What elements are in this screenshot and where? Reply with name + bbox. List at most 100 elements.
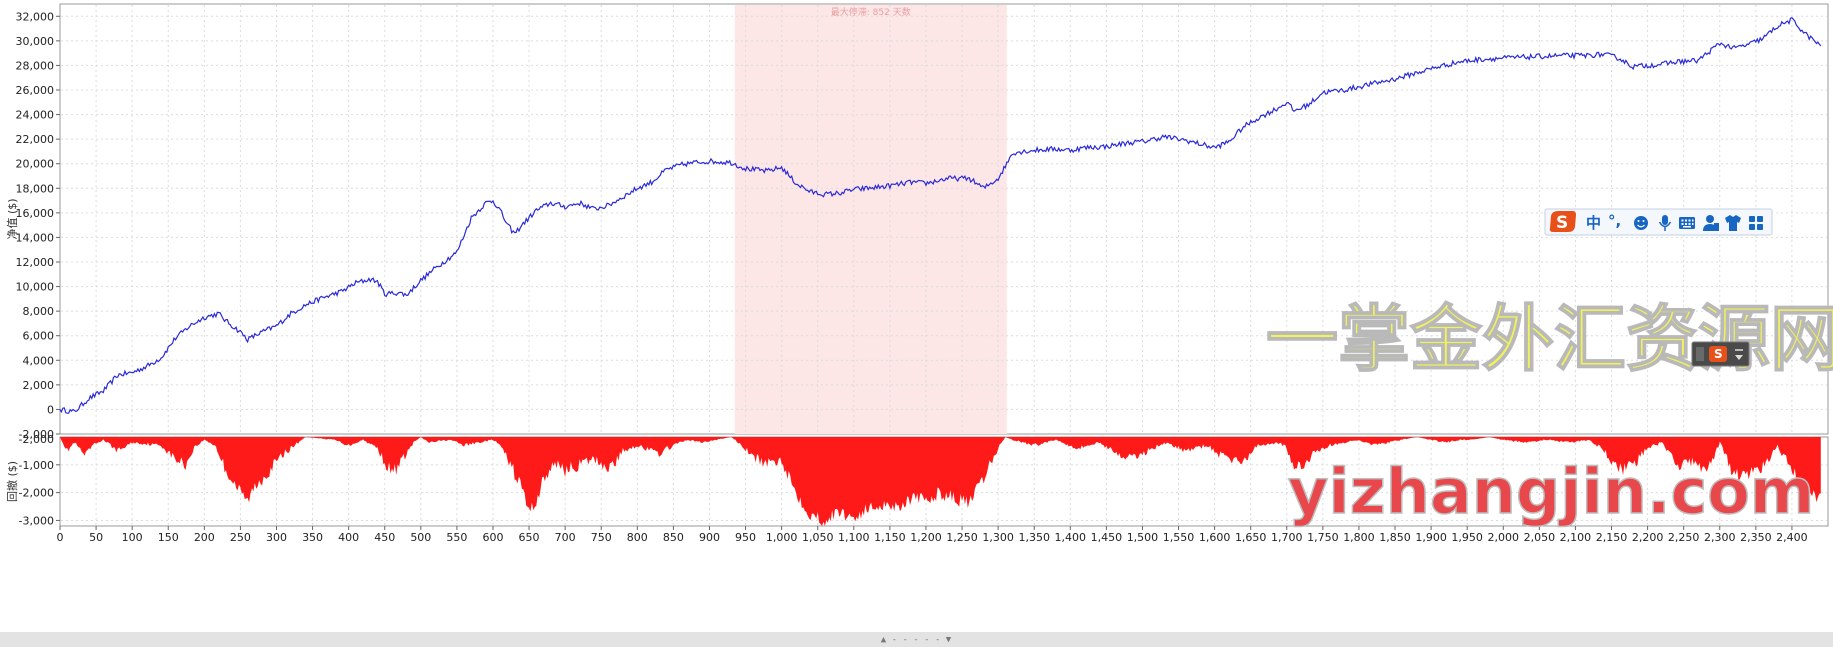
drag-handle-icon[interactable] xyxy=(1696,347,1704,361)
watermark: 一掌金外汇资源网 yizhangjin.com xyxy=(1265,296,1833,529)
x-tick-label: 1,000 xyxy=(766,531,798,544)
equity-y-tick-label: 30,000 xyxy=(16,35,55,48)
equity-panel: 最大停滞: 852 天数 -2,000 0 2,000 4,000 6,000 8,000… xyxy=(5,3,1829,441)
sogou-mini-logo-icon[interactable]: S xyxy=(1709,346,1727,362)
drawdown-panel: -3,000 -2,000 -1,000 -2,000 回撤 ($) 0 50 100 1… xyxy=(5,433,1829,544)
drawdown-y-axis-label: 回撤 ($) xyxy=(5,461,19,502)
drawdown-y-tick-label: -2,000 xyxy=(19,487,54,500)
drawdown-area xyxy=(60,437,1821,526)
sogou-logo-icon[interactable]: S xyxy=(1549,211,1576,233)
x-tick-label: 550 xyxy=(446,531,467,544)
x-tick-label: 1,050 xyxy=(802,531,834,544)
ime-punctuation-mode[interactable]: °, xyxy=(1608,212,1621,230)
drawdown-gridlines xyxy=(61,438,1827,525)
panel-resize-handle[interactable]: ▲ - - - - - ▼ xyxy=(881,635,952,645)
x-tick-label: 400 xyxy=(338,531,359,544)
x-tick-label: 1,700 xyxy=(1271,531,1303,544)
x-tick-label: 1,750 xyxy=(1307,531,1339,544)
x-tick-label: 1,650 xyxy=(1235,531,1267,544)
x-tick-label: 1,450 xyxy=(1091,531,1123,544)
equity-line xyxy=(59,16,1822,414)
equity-y-tick-label: 26,000 xyxy=(16,84,55,97)
equity-y-tick-label: 32,000 xyxy=(16,10,55,23)
x-tick-label: 1,550 xyxy=(1163,531,1195,544)
microphone-icon[interactable] xyxy=(1658,215,1672,231)
x-tick-label: 1,300 xyxy=(982,531,1014,544)
equity-y-ticks: -2,000 0 2,000 4,000 6,000 8,000 10,000 12,000 1… xyxy=(16,10,60,441)
x-tick-label: 750 xyxy=(591,531,612,544)
ime-chinese-mode[interactable]: 中 xyxy=(1586,214,1601,232)
x-tick-label: 650 xyxy=(519,531,540,544)
x-tick-label: 900 xyxy=(699,531,720,544)
equity-y-tick-label: 4,000 xyxy=(23,354,55,367)
x-tick-label: 250 xyxy=(230,531,251,544)
user-icon[interactable] xyxy=(1703,215,1719,231)
x-tick-label: 450 xyxy=(374,531,395,544)
x-tick-label: 1,400 xyxy=(1055,531,1087,544)
ime-toolbar[interactable]: S 中 °, xyxy=(1544,208,1773,236)
equity-y-tick-label: 18,000 xyxy=(16,182,55,195)
status-strip xyxy=(0,632,1833,647)
x-tick-label: 350 xyxy=(302,531,323,544)
equity-y-tick-label: 12,000 xyxy=(16,256,55,269)
drawdown-y-tick-label: -3,000 xyxy=(19,514,54,527)
x-tick-label: 200 xyxy=(194,531,215,544)
max-stagnation-highlight xyxy=(734,5,1007,434)
x-tick-label: 2,150 xyxy=(1596,531,1628,544)
equity-y-tick-label: 10,000 xyxy=(16,281,55,294)
x-tick-label: 700 xyxy=(555,531,576,544)
x-tick-label: 1,900 xyxy=(1415,531,1447,544)
x-tick-label: 2,200 xyxy=(1632,531,1664,544)
x-tick-label: 1,600 xyxy=(1199,531,1231,544)
x-tick-label: 1,100 xyxy=(838,531,870,544)
x-tick-label: 300 xyxy=(266,531,287,544)
x-tick-label: 2,350 xyxy=(1740,531,1772,544)
x-tick-label: 150 xyxy=(158,531,179,544)
drawdown-top-tick-label: -2,000 xyxy=(19,433,54,446)
equity-y-tick-label: 16,000 xyxy=(16,207,55,220)
max-stagnation-label: 最大停滞: 852 天数 xyxy=(831,6,911,18)
equity-y-tick-label: 6,000 xyxy=(23,330,55,343)
x-tick-label: 2,250 xyxy=(1668,531,1700,544)
equity-y-tick-label: 20,000 xyxy=(16,158,55,171)
x-tick-label: 600 xyxy=(482,531,503,544)
x-tick-label: 1,150 xyxy=(874,531,906,544)
equity-y-tick-label: 14,000 xyxy=(16,231,55,244)
equity-y-tick-label: -2,000 xyxy=(19,428,54,441)
x-tick-label: 2,000 xyxy=(1488,531,1520,544)
x-tick-label: 1,200 xyxy=(910,531,942,544)
drawdown-y-ticks: -3,000 -2,000 -1,000 xyxy=(19,459,60,527)
emoji-icon[interactable] xyxy=(1634,216,1648,230)
x-tick-label: 1,950 xyxy=(1451,531,1483,544)
svg-text:S: S xyxy=(1714,347,1723,361)
x-tick-label: 950 xyxy=(735,531,756,544)
watermark-url: yizhangjin.com xyxy=(1288,455,1814,528)
keyboard-icon[interactable] xyxy=(1679,217,1695,229)
shirt-icon[interactable] xyxy=(1725,215,1741,231)
x-tick-label: 1,500 xyxy=(1127,531,1159,544)
x-tick-label: 100 xyxy=(122,531,143,544)
x-tick-label: 50 xyxy=(89,531,103,544)
mini-menu-icon[interactable] xyxy=(1735,349,1743,360)
x-tick-label: 0 xyxy=(57,531,64,544)
equity-y-tick-label: 24,000 xyxy=(16,109,55,122)
svg-text:S: S xyxy=(1556,213,1568,233)
equity-y-tick-label: 2,000 xyxy=(23,379,55,392)
ime-mini-toolbar[interactable]: S xyxy=(1691,341,1750,367)
equity-y-tick-label: 0 xyxy=(47,403,54,416)
x-tick-label: 1,800 xyxy=(1343,531,1375,544)
equity-y-tick-label: 28,000 xyxy=(16,59,55,72)
x-tick-label: 1,250 xyxy=(946,531,978,544)
x-tick-label: 2,050 xyxy=(1524,531,1556,544)
equity-y-axis-label: 净值 ($) xyxy=(5,198,19,239)
x-tick-label: 2,300 xyxy=(1704,531,1736,544)
watermark-title: 一掌金外汇资源网 xyxy=(1266,297,1833,381)
x-tick-label: 850 xyxy=(663,531,684,544)
drawdown-y-tick-label: -1,000 xyxy=(19,459,54,472)
grid-icon[interactable] xyxy=(1749,216,1763,230)
x-tick-label: 1,850 xyxy=(1379,531,1411,544)
x-tick-label: 800 xyxy=(627,531,648,544)
x-tick-label: 2,100 xyxy=(1560,531,1592,544)
x-tick-label: 500 xyxy=(410,531,431,544)
